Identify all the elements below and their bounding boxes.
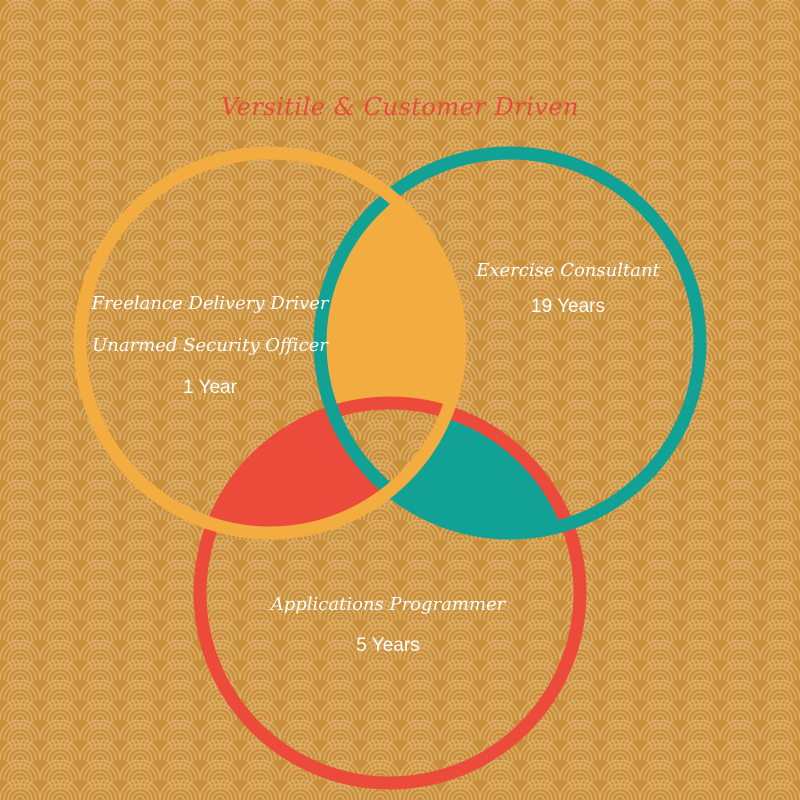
bottom-set-years: 5 Years <box>356 635 420 656</box>
diagram-title: Versitile & Customer Driven <box>220 93 580 121</box>
right-set-label: Exercise Consultant <box>476 260 660 281</box>
circle-left <box>73 146 467 540</box>
right-set-years: 19 Years <box>531 296 605 317</box>
overlap-left-bottom <box>200 403 460 533</box>
left-set-years: 1 Year <box>183 377 237 398</box>
circle-right <box>313 146 707 540</box>
circle-bottom <box>193 396 587 790</box>
left-set-label-2: Unarmed Security Officer <box>92 335 328 356</box>
overlap-right-bottom <box>320 403 580 533</box>
bottom-set-label: Applications Programmer <box>270 594 506 615</box>
left-set-label-1: Freelance Delivery Driver <box>91 293 329 314</box>
